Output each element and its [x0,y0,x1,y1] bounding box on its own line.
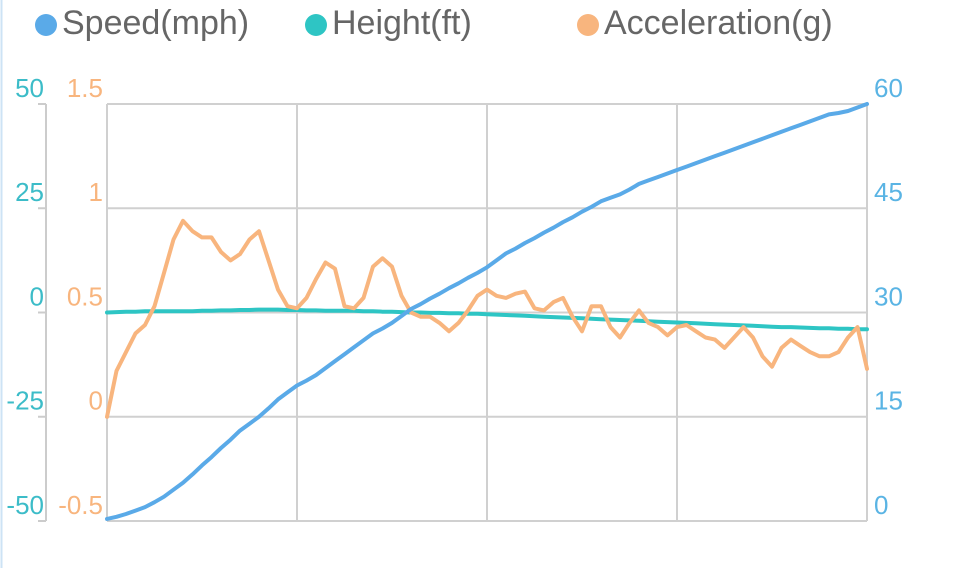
legend-label: Speed(mph) [62,4,249,42]
y2-tick-label: 0 [874,490,888,520]
y3-tick-label: 1 [89,177,103,207]
y-tick-label: 25 [15,177,44,207]
series-line [105,307,869,332]
y3-tick-label: 0.5 [67,281,103,311]
legend-marker [35,14,57,36]
legend-label: Height(ft) [332,4,472,42]
y3-tick-label: 0 [89,386,103,416]
y2-tick-label: 30 [874,281,903,311]
y2-tick-label: 45 [874,177,903,207]
y-tick-label: 0 [30,281,44,311]
series-line [105,102,869,521]
series-line [105,218,869,419]
legend-label: Acceleration(g) [604,4,833,42]
y-tick-label: -25 [6,386,44,416]
y3-tick-label: 1.5 [67,73,103,103]
y2-tick-label: 60 [874,73,903,103]
y2-tick-label: 15 [874,386,903,416]
y-tick-label: 50 [15,73,44,103]
legend-marker [577,14,599,36]
legend-marker [305,14,327,36]
y3-tick-label: -0.5 [58,490,103,520]
y-tick-label: -50 [6,490,44,520]
